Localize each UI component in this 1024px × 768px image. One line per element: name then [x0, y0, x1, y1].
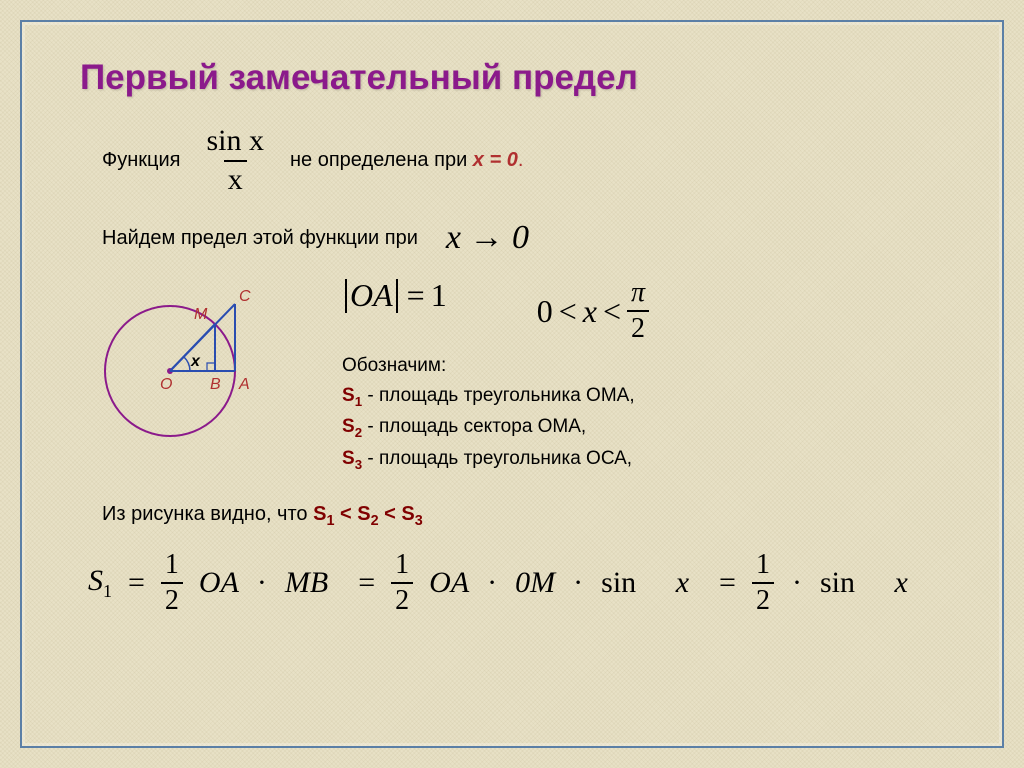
label-c: C [239, 288, 251, 305]
undefined-text: не определена при x = 0. [290, 149, 523, 172]
defs-head: Обозначим: [342, 351, 984, 380]
label-x: x [190, 353, 201, 370]
area-definitions: Обозначим: S1 - площадь треугольника ОМА… [342, 351, 984, 475]
unit-circle-diagram: O B A C M x [92, 271, 302, 471]
find-limit-row: Найдем предел этой функции при x → 0 [102, 219, 984, 257]
fraction-numerator: sin x [202, 124, 268, 160]
function-label: Функция [102, 149, 180, 172]
label-m: M [194, 306, 208, 323]
x-approaches-zero: x → 0 [446, 219, 529, 257]
fraction-denominator: x [224, 160, 247, 198]
page-title: Первый замечательный предел [80, 58, 984, 98]
function-definition-row: Функция sin x x не определена при x = 0. [102, 124, 984, 197]
sinx-over-x: sin x x [202, 124, 268, 197]
label-a: A [238, 376, 250, 393]
inequality-row: Из рисунка видно, что S1 < S2 < S3 [102, 503, 984, 529]
label-b: B [210, 376, 221, 393]
oa-equals-one: OA = 1 [342, 277, 447, 314]
label-o: O [160, 376, 172, 393]
find-limit-text: Найдем предел этой функции при [102, 227, 418, 250]
s1-formula-row: S1 = 12 OA·MB = 12 OA·0M·sin x = 12 ·sin… [88, 549, 984, 617]
area-inequality: S1 < S2 < S3 [313, 503, 423, 525]
x-range: 0 < x < π 2 [537, 277, 649, 345]
